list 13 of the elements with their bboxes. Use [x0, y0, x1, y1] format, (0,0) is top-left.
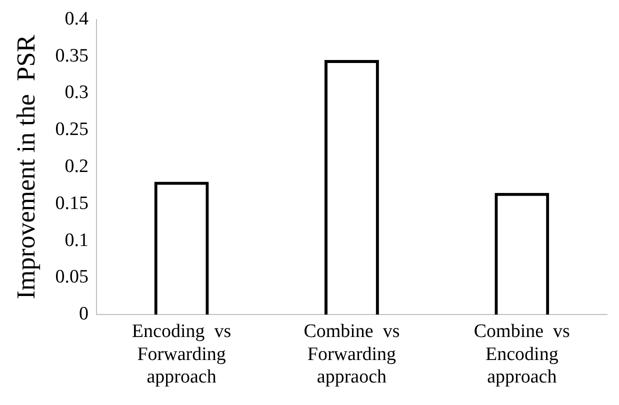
y-tick-label: 0.4 — [64, 8, 89, 30]
y-tick-label: 0.3 — [64, 82, 88, 104]
y-tick-label: 0 — [78, 304, 88, 325]
y-tick-label: 0.2 — [64, 156, 88, 177]
y-tick-label: 0.05 — [55, 266, 88, 288]
x-tick-label: Combine vs Encoding approach — [474, 320, 570, 388]
x-tick-label: Combine vs Forwarding appraoch — [304, 320, 400, 388]
y-tick-label: 0.35 — [55, 45, 88, 66]
y-axis-title: Improvement in the PSR — [11, 34, 40, 300]
y-tick-label: 0.1 — [64, 230, 88, 251]
y-tick-label: 0.25 — [55, 119, 88, 140]
y-tick-label: 0.15 — [55, 192, 88, 214]
x-tick-label: Encoding vs Forwarding approach — [132, 320, 232, 388]
